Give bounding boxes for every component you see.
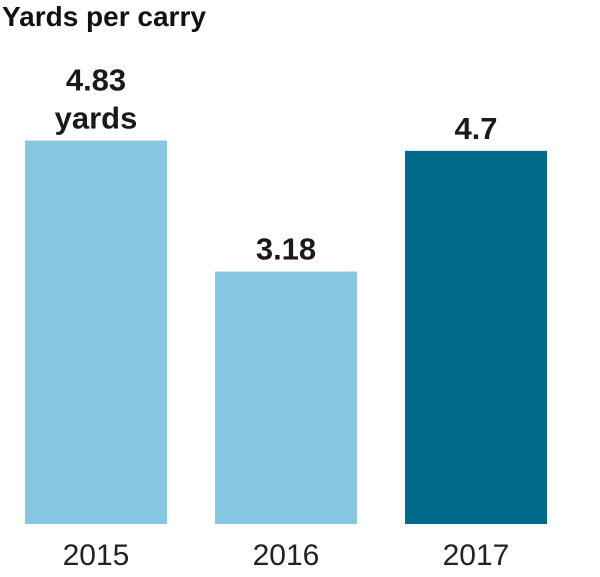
data-label-2015-line-1: 4.83	[66, 63, 126, 98]
bar-2017	[405, 150, 547, 524]
bar-2015	[25, 140, 167, 524]
data-label-2016: 3.18	[256, 232, 316, 267]
x-axis-tick-labels: 2015 2016 2017	[63, 539, 510, 572]
bar-2016	[215, 271, 357, 524]
data-label-2015-line-2: yards	[55, 101, 138, 136]
tick-label-2015: 2015	[63, 539, 130, 572]
tick-label-2016: 2016	[253, 539, 320, 572]
bars-layer	[25, 140, 547, 524]
tick-label-2017: 2017	[443, 539, 510, 572]
data-label-2017: 4.7	[454, 111, 497, 146]
chart-title: Yards per carry	[2, 1, 206, 32]
